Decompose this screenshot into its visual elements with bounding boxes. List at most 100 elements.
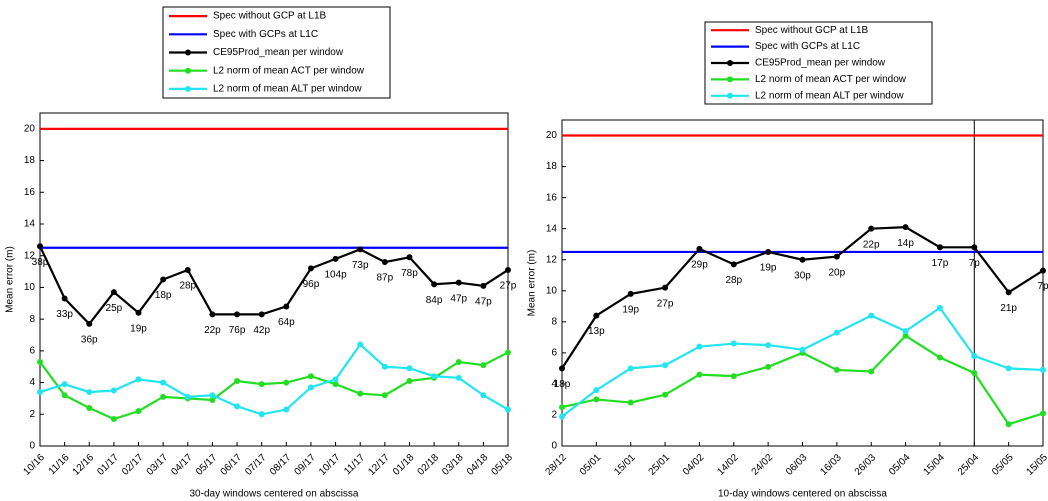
x-tick-label: 11/17 — [342, 452, 367, 477]
x-axis-label: 10-day windows centered on abscissa — [718, 489, 887, 500]
data-point — [1040, 366, 1046, 373]
x-tick-label: 04/18 — [465, 452, 491, 478]
data-point — [455, 279, 462, 286]
x-tick-label: 09/17 — [292, 452, 318, 478]
series-line — [39, 351, 509, 421]
data-point — [37, 358, 43, 365]
data-point — [357, 390, 364, 397]
point-label: 104p — [324, 270, 347, 281]
data-point — [971, 352, 978, 359]
y-tick-label: 6 — [29, 345, 35, 356]
data-point — [1005, 365, 1012, 372]
x-tick-label: 25/04 — [956, 452, 982, 478]
x-tick-label: 14/02 — [715, 452, 741, 478]
x-tick-label: 15/04 — [921, 452, 947, 478]
data-point — [283, 303, 290, 310]
data-point — [160, 379, 167, 386]
point-label: 47p — [450, 293, 467, 304]
point-label: 28p — [725, 275, 742, 286]
series-line — [561, 306, 1044, 418]
data-point — [160, 276, 167, 283]
data-point — [559, 404, 565, 411]
point-label: 25p — [106, 303, 123, 314]
data-point — [902, 332, 909, 339]
data-point — [971, 244, 978, 251]
data-point — [135, 376, 142, 383]
legend-marker — [185, 49, 191, 56]
legend-label: CE95Prod_mean per window — [213, 47, 344, 58]
point-label: 14p — [897, 238, 914, 249]
y-tick-label: 16 — [546, 192, 558, 203]
y-tick-label: 4 — [551, 379, 557, 390]
data-point — [559, 413, 565, 420]
point-label: 29p — [691, 259, 708, 270]
x-tick-label: 04/17 — [169, 452, 195, 478]
data-point — [258, 411, 265, 418]
legend-label: Spec without GCP at L1B — [755, 25, 869, 36]
point-label: 87p — [376, 273, 393, 284]
data-point — [936, 354, 943, 361]
legend-label: Spec without GCP at L1B — [213, 11, 327, 22]
point-label: 20p — [829, 267, 846, 278]
data-point — [868, 312, 875, 319]
x-tick-label: 25/01 — [647, 452, 673, 478]
y-tick-label: 10 — [546, 285, 558, 296]
x-tick-label: 01/17 — [95, 452, 121, 478]
data-point — [86, 389, 93, 396]
point-label: 64p — [278, 317, 295, 328]
data-point — [593, 396, 600, 403]
data-point — [1040, 410, 1046, 417]
legend-label: Spec with GCPs at L1C — [755, 41, 860, 52]
data-point — [868, 225, 875, 232]
x-tick-label: 05/18 — [490, 452, 516, 478]
x-tick-label: 02/17 — [120, 452, 146, 478]
x-tick-label: 04/02 — [681, 452, 707, 478]
data-point — [406, 377, 413, 384]
plot-frame — [39, 112, 509, 447]
point-label: 38p — [32, 257, 49, 268]
point-label: 19p — [130, 323, 147, 334]
point-label: 42p — [253, 325, 270, 336]
y-tick-label: 0 — [551, 441, 557, 452]
data-point — [209, 311, 216, 318]
data-point — [209, 392, 216, 399]
data-point — [184, 393, 191, 400]
data-point — [696, 343, 703, 350]
point-label: 17p — [932, 258, 949, 269]
data-point — [135, 408, 142, 415]
x-tick-label: 06/03 — [784, 452, 810, 478]
data-point — [662, 391, 669, 398]
data-point — [480, 362, 487, 369]
data-point — [730, 261, 737, 268]
data-point — [307, 265, 314, 272]
x-tick-label: 08/17 — [268, 452, 294, 478]
data-point — [936, 304, 943, 311]
data-point — [431, 373, 438, 380]
x-tick-label: 03/17 — [145, 452, 171, 478]
x-tick-label: 07/17 — [243, 452, 269, 478]
data-point — [662, 362, 669, 369]
data-point — [480, 392, 487, 399]
data-point — [627, 290, 634, 297]
x-tick-label: 28/12 — [544, 452, 570, 478]
data-point — [559, 365, 565, 372]
data-point — [627, 399, 634, 406]
data-point — [505, 406, 511, 413]
data-point — [110, 387, 117, 394]
y-tick-label: 12 — [24, 250, 36, 261]
y-tick-label: 2 — [551, 410, 557, 421]
legend-label: L2 norm of mean ACT per window — [213, 65, 365, 76]
legend-label: L2 norm of mean ACT per window — [755, 74, 907, 85]
legend-marker — [727, 60, 733, 66]
data-point — [833, 253, 840, 260]
data-point — [307, 384, 314, 391]
x-tick-label: 03/18 — [440, 452, 466, 478]
x-tick-label: 26/03 — [853, 452, 879, 478]
legend-label: CE95Prod_mean per window — [755, 58, 886, 69]
y-tick-label: 20 — [546, 130, 558, 141]
plot-frame — [561, 119, 1044, 447]
data-point — [696, 245, 703, 252]
x-tick-label: 11/16 — [47, 452, 72, 477]
data-point — [61, 295, 68, 302]
